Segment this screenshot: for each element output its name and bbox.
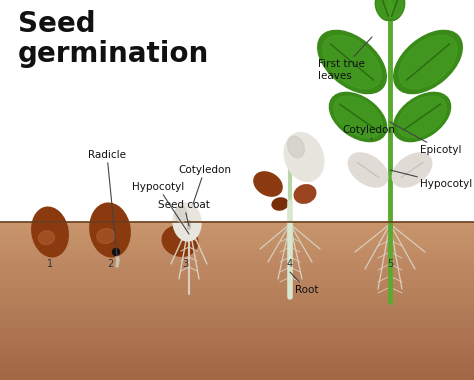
- Text: 3: 3: [182, 259, 188, 269]
- Bar: [0, 258, 474, 261]
- Ellipse shape: [323, 35, 381, 89]
- Bar: [0, 344, 474, 348]
- Bar: [0, 230, 474, 234]
- Text: Root: Root: [290, 272, 319, 295]
- Bar: [0, 352, 474, 356]
- Bar: [0, 340, 474, 344]
- Bar: [0, 253, 474, 258]
- Ellipse shape: [348, 153, 388, 187]
- Bar: [0, 321, 474, 325]
- Bar: [0, 277, 474, 281]
- Ellipse shape: [97, 229, 115, 244]
- Ellipse shape: [38, 231, 55, 245]
- Circle shape: [112, 249, 119, 255]
- Bar: [0, 226, 474, 230]
- Bar: [0, 305, 474, 309]
- Bar: [0, 301, 474, 305]
- Ellipse shape: [294, 185, 316, 203]
- Ellipse shape: [318, 30, 386, 93]
- Text: Cotyledon: Cotyledon: [342, 125, 395, 140]
- Text: Seed
germination: Seed germination: [18, 10, 209, 68]
- Text: 4: 4: [287, 259, 293, 269]
- Bar: [0, 250, 474, 253]
- Bar: [0, 285, 474, 289]
- Ellipse shape: [387, 0, 403, 19]
- Ellipse shape: [393, 92, 451, 142]
- Ellipse shape: [288, 136, 304, 158]
- Bar: [0, 222, 474, 226]
- Bar: [0, 368, 474, 372]
- Text: Hypocotyl: Hypocotyl: [132, 182, 189, 234]
- Ellipse shape: [272, 198, 288, 210]
- Bar: [0, 289, 474, 293]
- Ellipse shape: [377, 0, 393, 19]
- Bar: [0, 261, 474, 266]
- Bar: [0, 269, 474, 273]
- Text: Hypocotyl: Hypocotyl: [390, 170, 472, 189]
- Bar: [0, 238, 474, 242]
- Bar: [0, 293, 474, 297]
- Ellipse shape: [254, 172, 282, 196]
- Ellipse shape: [394, 30, 462, 93]
- Bar: [0, 273, 474, 277]
- Bar: [0, 337, 474, 340]
- Ellipse shape: [284, 133, 324, 181]
- Bar: [0, 332, 474, 337]
- Ellipse shape: [398, 96, 447, 138]
- Ellipse shape: [385, 0, 405, 21]
- Bar: [0, 364, 474, 368]
- Ellipse shape: [329, 92, 387, 142]
- Ellipse shape: [162, 226, 198, 256]
- Bar: [0, 242, 474, 246]
- Ellipse shape: [334, 96, 383, 138]
- Bar: [0, 356, 474, 360]
- Bar: [0, 376, 474, 380]
- Ellipse shape: [399, 35, 457, 89]
- Text: 1: 1: [47, 259, 53, 269]
- Ellipse shape: [392, 153, 432, 187]
- Bar: [0, 309, 474, 313]
- Text: 2: 2: [107, 259, 113, 269]
- Ellipse shape: [90, 203, 130, 257]
- Bar: [0, 281, 474, 285]
- Ellipse shape: [175, 206, 187, 222]
- Bar: [0, 372, 474, 376]
- Text: First true
leaves: First true leaves: [318, 37, 372, 81]
- Bar: [0, 313, 474, 317]
- Text: Epicotyl: Epicotyl: [390, 122, 462, 155]
- Text: Cotyledon: Cotyledon: [178, 165, 231, 204]
- Bar: [0, 317, 474, 321]
- Text: 5: 5: [387, 259, 393, 269]
- Ellipse shape: [32, 207, 68, 257]
- Bar: [0, 360, 474, 364]
- Bar: [0, 246, 474, 250]
- Ellipse shape: [375, 0, 395, 21]
- Bar: [0, 266, 474, 269]
- Bar: [0, 234, 474, 238]
- Bar: [0, 329, 474, 332]
- Bar: [0, 297, 474, 301]
- Bar: [0, 348, 474, 352]
- Text: Radicle: Radicle: [88, 150, 126, 256]
- Text: Seed coat: Seed coat: [158, 200, 210, 226]
- Ellipse shape: [173, 203, 201, 241]
- Bar: [0, 325, 474, 329]
